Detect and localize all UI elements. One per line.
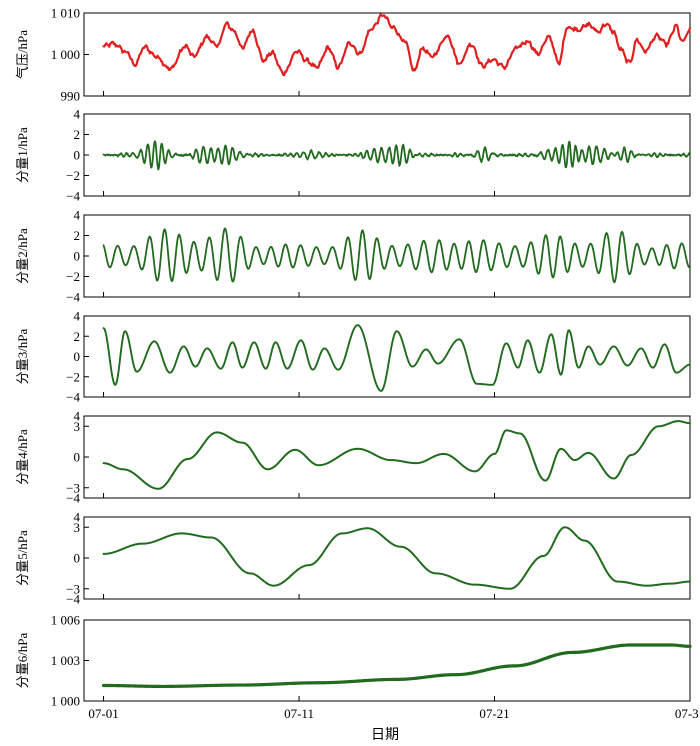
series-line-component1	[102, 140, 691, 171]
y-tick-label: 2	[74, 127, 81, 142]
panel-pressure: 990 1 000 1 010 气压/hPa	[15, 6, 692, 104]
series-line-component3	[102, 324, 691, 392]
y-tick-label: 1 000	[51, 47, 80, 62]
y-tick-label: −4	[66, 592, 80, 607]
panel-component6: 1 000 1 003 1 006 07-01 07-11 07-21 07-31 分量6/h…	[15, 613, 700, 722]
y-tick-label: 3	[74, 520, 81, 535]
y-tick-label: 4	[74, 208, 81, 223]
y-tick-label: 2	[74, 329, 81, 344]
x-tick-label: 07-01	[88, 706, 118, 721]
y-tick-label: 1 003	[51, 653, 80, 668]
y-tick-label: 0	[74, 551, 81, 566]
y-tick-label: 0	[74, 249, 81, 264]
series-line-component6	[101, 643, 692, 689]
plot-frame	[83, 12, 691, 97]
y-tick-label: −4	[66, 390, 80, 405]
x-tick-label: 07-21	[479, 706, 509, 721]
y-tick-label: 1 006	[51, 613, 81, 628]
panels: 990 1 000 1 010 气压/hPa −4 −2 0 2 4 分量1/hPa −4 −2 0 2 4…	[15, 6, 700, 722]
series-line-component5	[102, 526, 691, 590]
y-axis-label: 气压/hPa	[15, 30, 30, 79]
y-tick-label: 0	[74, 148, 81, 163]
y-tick-label: 4	[74, 107, 81, 122]
y-tick-label: 1 010	[51, 6, 80, 21]
panel-component3: −4 −2 0 2 4 分量3/hPa	[15, 309, 691, 405]
x-axis-title: 日期	[371, 727, 399, 743]
panel-component2: −4 −2 0 2 4 分量2/hPa	[15, 208, 691, 305]
y-tick-label: −2	[66, 269, 80, 284]
plot-frame	[83, 415, 691, 499]
panel-component5: −4−3 0 34 分量5/hPa	[15, 510, 691, 607]
y-tick-label: 4	[74, 309, 81, 324]
y-tick-label: −3	[66, 581, 80, 596]
x-tick-label: 07-11	[284, 706, 314, 721]
y-tick-label: 4	[74, 510, 81, 525]
series-line-component2	[102, 227, 691, 284]
y-tick-label: −4	[66, 189, 80, 204]
y-tick-label: 4	[74, 409, 81, 424]
plot-frame	[83, 315, 691, 398]
y-axis-label: 分量2/hPa	[15, 228, 30, 284]
y-tick-label: −3	[66, 480, 80, 495]
y-tick-label: −4	[66, 290, 80, 305]
y-tick-label: 1 000	[51, 694, 80, 709]
y-tick-label: 2	[74, 228, 81, 243]
y-tick-label: 0	[74, 450, 81, 465]
y-tick-label: 990	[61, 89, 81, 104]
y-tick-label: −2	[66, 168, 80, 183]
y-tick-label: 3	[74, 419, 81, 434]
y-axis-label: 分量6/hPa	[15, 632, 30, 688]
y-tick-label: 0	[74, 349, 81, 364]
panel-component1: −4 −2 0 2 4 分量1/hPa	[15, 107, 691, 204]
y-axis-label: 分量3/hPa	[15, 328, 30, 384]
y-tick-label: −4	[66, 491, 80, 506]
y-tick-label: −2	[66, 369, 80, 384]
y-axis-label: 分量1/hPa	[15, 127, 30, 183]
y-axis-label: 分量4/hPa	[15, 429, 30, 485]
panel-component4: −4−3 0 34 分量4/hPa	[15, 409, 691, 506]
x-tick-label: 07-31	[675, 706, 700, 721]
y-axis-label: 分量5/hPa	[15, 530, 30, 586]
series-line-component4	[102, 420, 691, 490]
plot-frame	[83, 619, 691, 702]
series-line-pressure	[102, 13, 692, 77]
